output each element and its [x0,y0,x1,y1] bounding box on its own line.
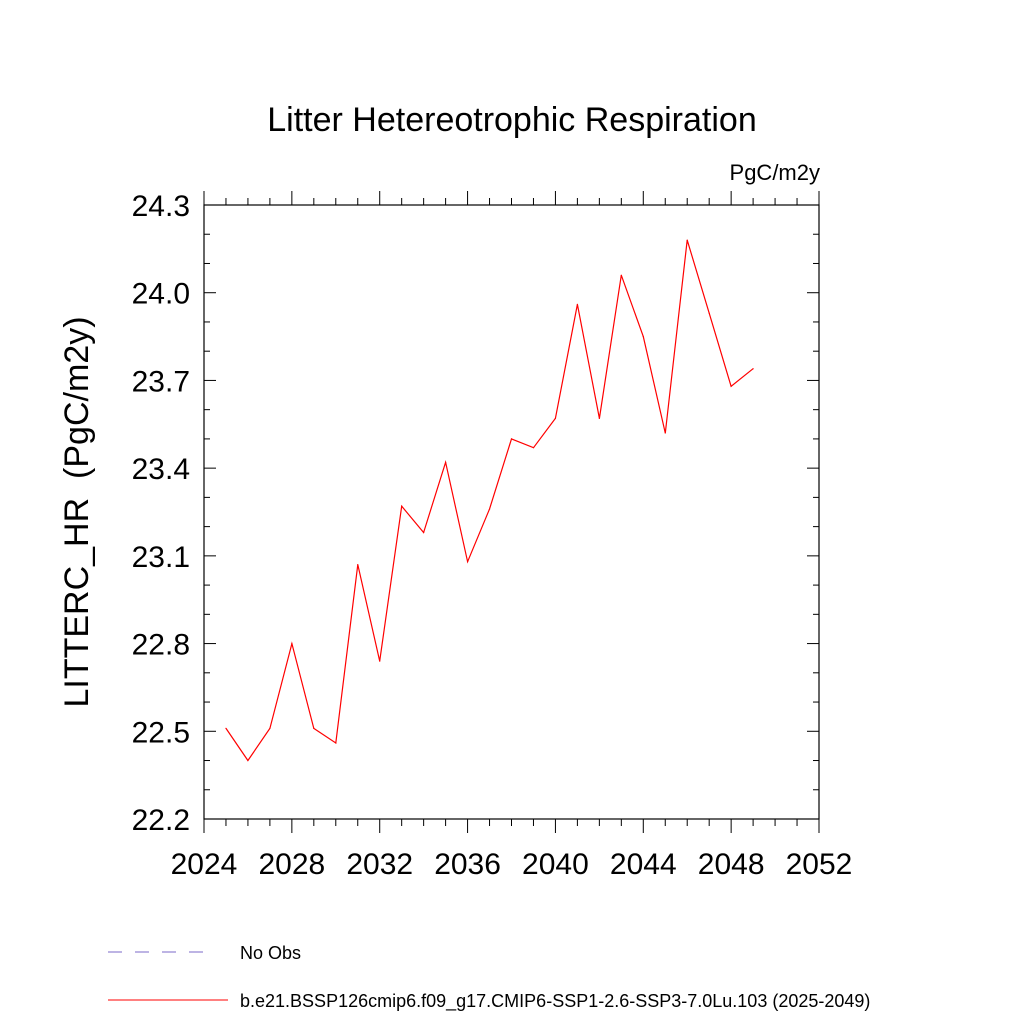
x-ticks: 2024 2028 2032 2036 2040 2044 2048 2052 [171,191,853,881]
data-point [466,561,469,563]
x-tick-label: 2040 [522,848,589,881]
plot-frame [203,204,820,820]
data-point [379,660,381,662]
data-point [730,385,732,387]
y-axis-label: LITTERC_HR (PgC/m2y) [58,316,96,707]
series-line [225,239,754,762]
data-point [620,274,622,276]
x-tick-label: 2048 [698,848,765,881]
units-label: PgC/m2y [730,160,820,185]
data-point [225,727,227,729]
data-point [708,312,710,314]
y-tick-label: 22.5 [132,716,190,749]
x-tick-label: 2032 [346,848,413,881]
x-tick-label: 2028 [258,848,325,881]
y-tick-label: 23.1 [132,541,190,574]
data-point [423,531,425,534]
data-point [598,417,600,420]
data-point [401,505,403,507]
data-point [510,438,513,440]
y-tick-label: 23.7 [132,365,190,398]
data-point [445,461,447,463]
x-tick-label: 2044 [610,848,677,881]
chart-title: Litter Hetereotrophic Respiration [267,101,756,139]
y-tick-label: 22.2 [132,804,190,837]
data-point [357,564,359,566]
legend-label: No Obs [240,943,301,963]
data-point [269,727,271,729]
data-point [488,508,491,510]
data-point [532,447,535,449]
legend-label: b.e21.BSSP126cmip6.f09_g17.CMIP6-SSP1-2.… [240,991,870,1012]
data-point [291,642,293,645]
data-point [335,742,337,744]
y-tick-label: 24.3 [132,190,190,223]
series-group [225,239,754,762]
y-ticks: 22.2 22.5 22.8 23.1 23.4 23.7 24.0 24.3 [132,190,819,837]
y-tick-label: 24.0 [132,278,190,311]
x-tick-label: 2036 [434,848,501,881]
x-tick-label: 2024 [171,848,238,881]
data-point [313,727,315,729]
y-tick-label: 23.4 [132,453,190,486]
legend: No Obs b.e21.BSSP126cmip6.f09_g17.CMIP6-S… [108,943,870,1012]
x-tick-label: 2052 [786,848,853,881]
data-point [686,239,688,241]
data-point [247,759,249,762]
data-point [576,303,578,306]
y-tick-label: 22.8 [132,629,190,662]
data-point [554,417,557,420]
data-point [642,335,644,338]
data-point [664,432,666,434]
data-point [752,368,754,370]
